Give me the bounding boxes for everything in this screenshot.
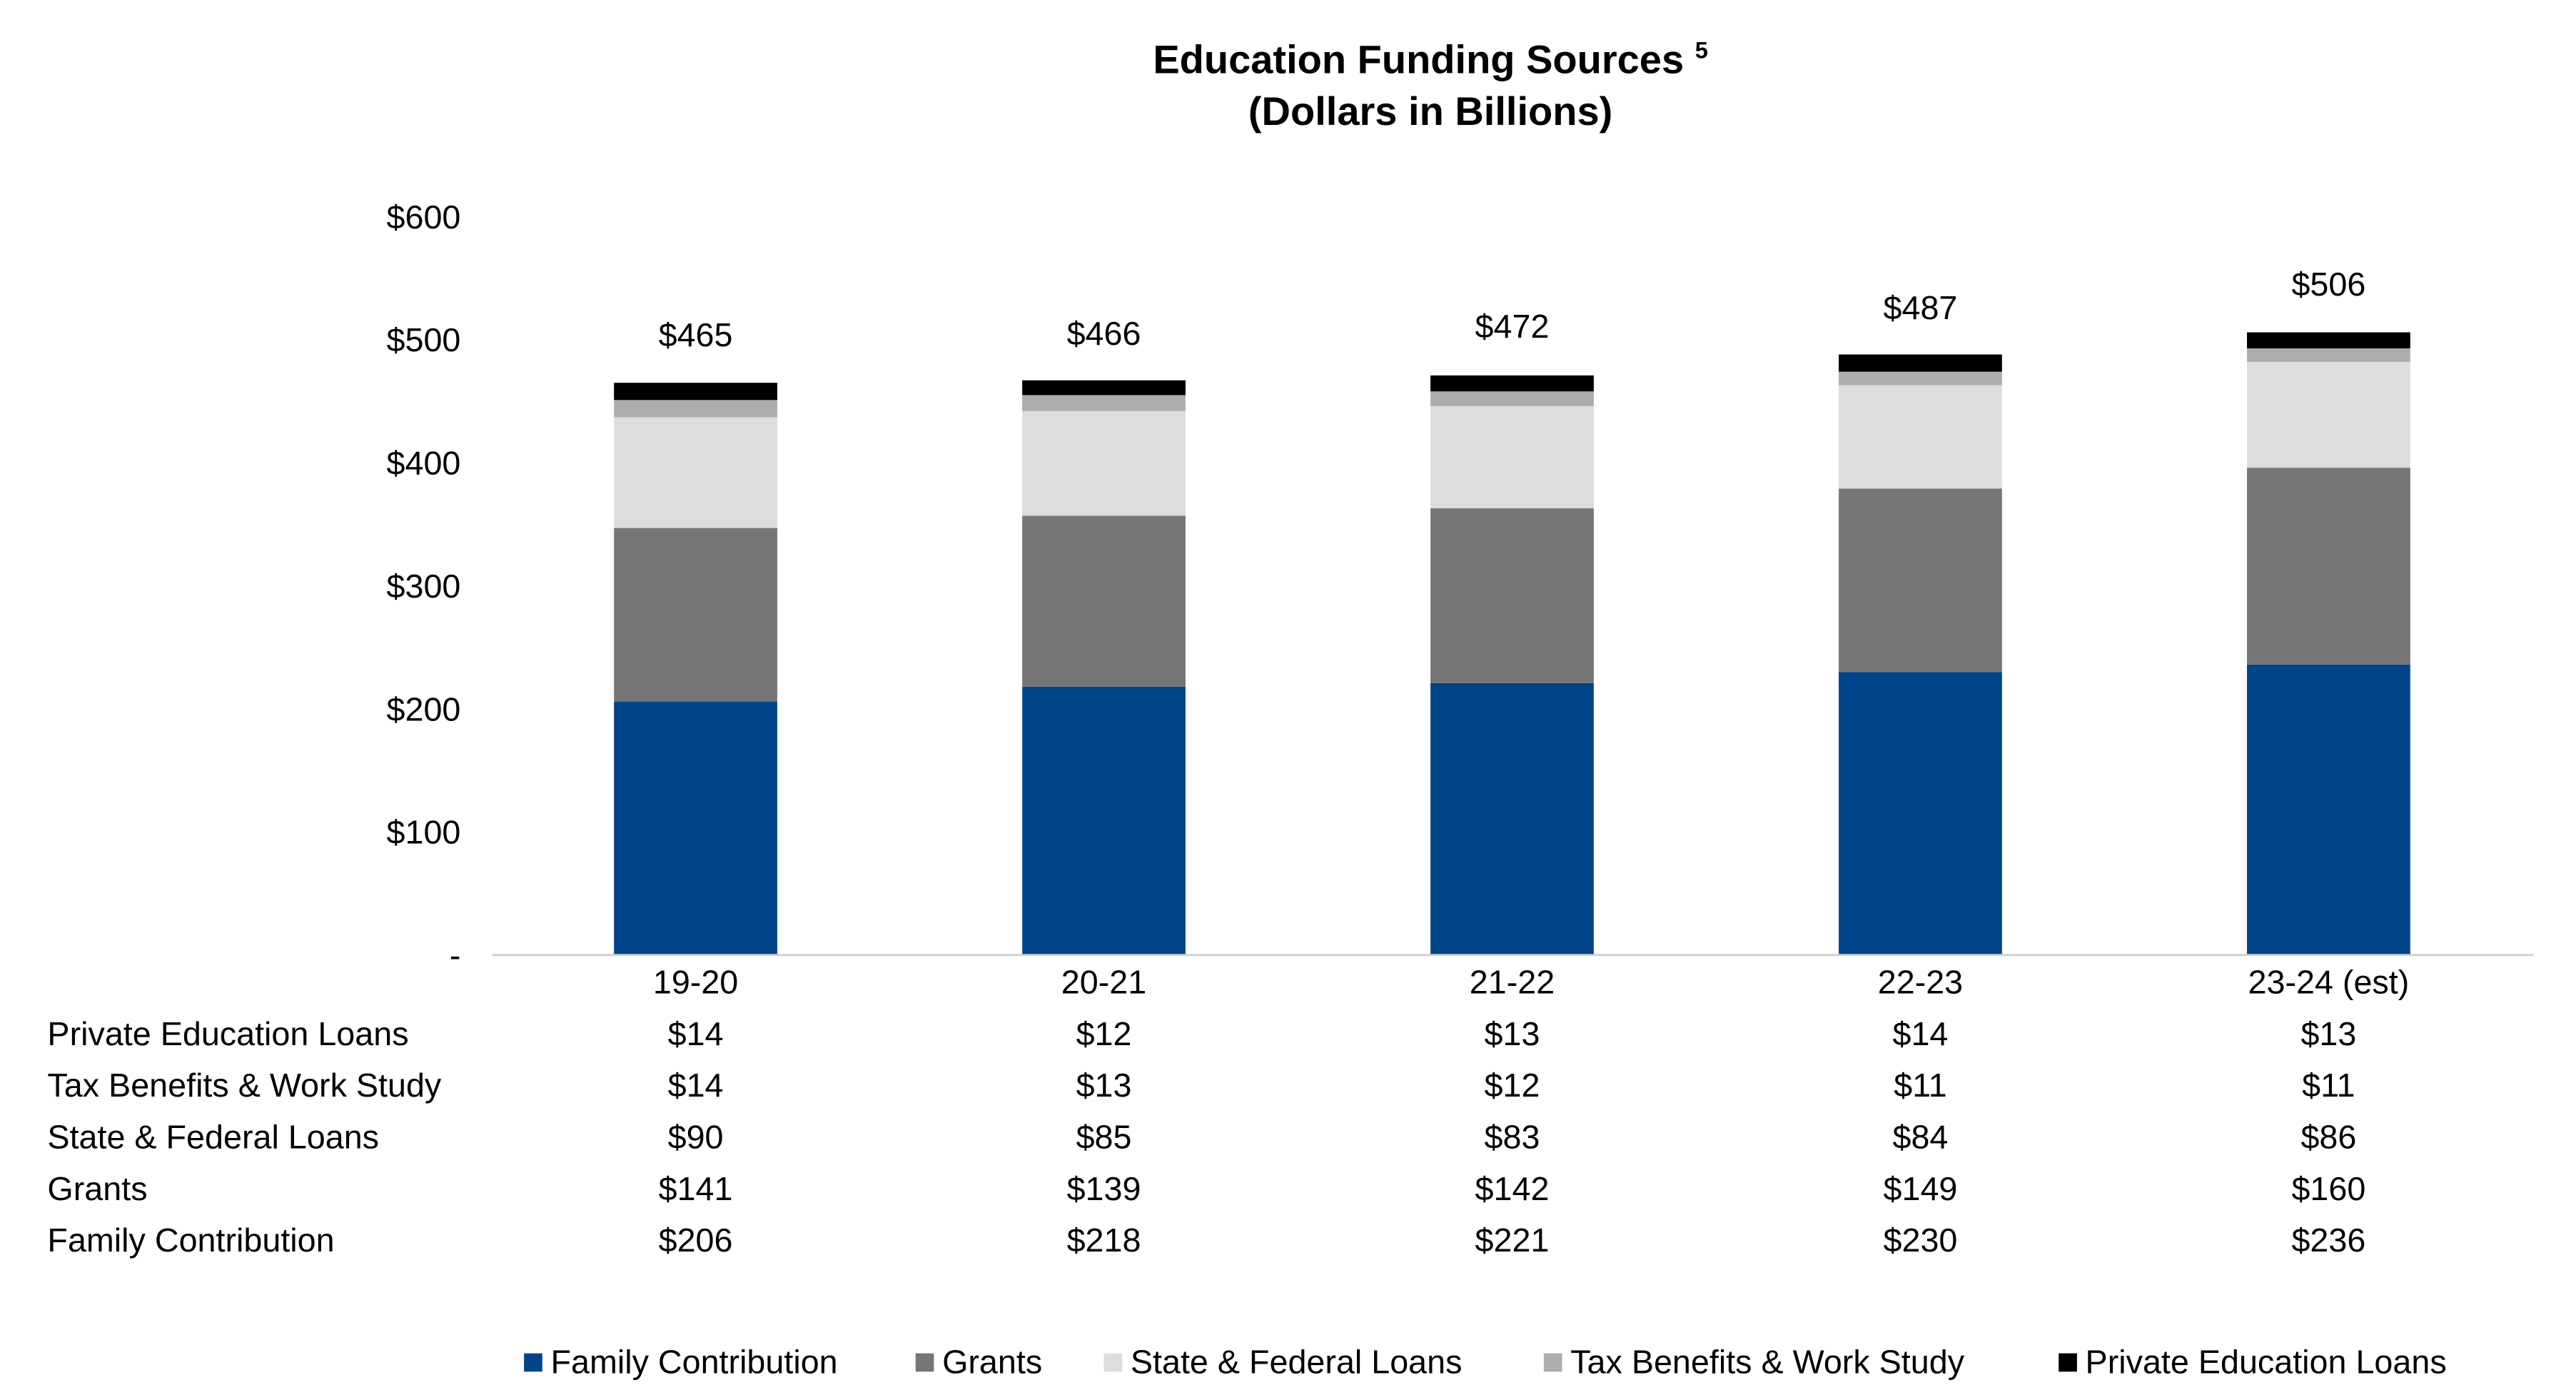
bar-segment-family-contribution xyxy=(1839,672,2002,955)
table-cell: $218 xyxy=(1067,1222,1141,1259)
bar-segment-state-federal-loans xyxy=(1022,411,1186,516)
table-row-label: Private Education Loans xyxy=(47,1015,408,1052)
table-cell: $142 xyxy=(1475,1170,1550,1207)
legend-label: Private Education Loans xyxy=(2086,1344,2447,1381)
bar-segment-tax-benefits-work-study xyxy=(1839,371,2002,386)
bar-segment-family-contribution xyxy=(2247,664,2410,955)
bar-segment-state-federal-loans xyxy=(1430,406,1594,508)
total-label: $506 xyxy=(2291,266,2365,303)
bar-segment-tax-benefits-work-study xyxy=(1430,391,1594,406)
bar-segment-private-education-loans xyxy=(1430,375,1594,392)
table-cell: $13 xyxy=(1485,1015,1540,1052)
table-cell: $12 xyxy=(1485,1067,1540,1104)
data-table: Private Education Loans $14 $12 $13 $14 $13 Ta… xyxy=(47,1015,2365,1259)
table-row-label: Tax Benefits & Work Study xyxy=(47,1067,441,1104)
bar-segment-family-contribution xyxy=(1022,686,1186,955)
table-cell: $221 xyxy=(1475,1222,1550,1259)
table-cell: $11 xyxy=(1894,1067,1946,1104)
y-tick-label: $100 xyxy=(387,814,461,851)
y-tick-label: $400 xyxy=(387,445,461,482)
bar-segment-state-federal-loans xyxy=(2247,361,2410,468)
table-row-label: Family Contribution xyxy=(47,1222,334,1259)
table-cell: $230 xyxy=(1884,1222,1958,1259)
x-axis: 19-20 20-21 21-22 22-23 23-24 (est) xyxy=(653,963,2409,1000)
legend-label: Family Contribution xyxy=(550,1344,837,1381)
table-cell: $206 xyxy=(659,1222,733,1259)
table-cell: $236 xyxy=(2291,1222,2365,1259)
y-tick-label: $300 xyxy=(387,568,461,605)
legend-swatch xyxy=(2059,1353,2077,1372)
legend-label: State & Federal Loans xyxy=(1131,1344,1463,1381)
x-tick-label: 22-23 xyxy=(1878,963,1963,1000)
chart-title: Education Funding Sources 5 xyxy=(1153,37,1708,82)
table-cell: $139 xyxy=(1067,1170,1141,1207)
bar-segment-private-education-loans xyxy=(1022,380,1186,396)
table-cell: $85 xyxy=(1076,1118,1132,1155)
legend-swatch xyxy=(1543,1353,1562,1372)
table-cell: $90 xyxy=(668,1118,724,1155)
legend-label: Tax Benefits & Work Study xyxy=(1570,1344,1964,1381)
bar-segment-grants xyxy=(614,528,777,702)
table-cell: $86 xyxy=(2300,1118,2356,1155)
total-label: $466 xyxy=(1067,315,1141,352)
chart-subtitle: (Dollars in Billions) xyxy=(1248,89,1612,134)
table-cell: $83 xyxy=(1485,1118,1540,1155)
x-tick-label: 19-20 xyxy=(653,963,738,1000)
table-cell: $11 xyxy=(2302,1067,2355,1104)
table-cell: $13 xyxy=(1076,1067,1132,1104)
bar-segment-grants xyxy=(2247,468,2410,665)
table-cell: $84 xyxy=(1893,1118,1949,1155)
bar-segment-private-education-loans xyxy=(1839,354,2002,372)
bar-segment-tax-benefits-work-study xyxy=(2247,348,2410,362)
bar-segment-family-contribution xyxy=(1430,683,1594,955)
legend-swatch xyxy=(915,1353,934,1372)
x-tick-label: 23-24 (est) xyxy=(2248,963,2410,1000)
bar-segment-state-federal-loans xyxy=(614,417,777,528)
table-cell: $141 xyxy=(659,1170,733,1207)
x-tick-label: 21-22 xyxy=(1470,963,1555,1000)
bar-segment-grants xyxy=(1839,488,2002,673)
table-row-label: Grants xyxy=(47,1170,147,1207)
bar-segment-grants xyxy=(1430,508,1594,683)
legend-swatch xyxy=(1103,1353,1123,1372)
y-tick-label: $200 xyxy=(387,690,461,727)
bar-segment-private-education-loans xyxy=(2247,332,2410,348)
x-tick-label: 20-21 xyxy=(1061,963,1146,1000)
y-tick-label: $600 xyxy=(387,198,461,236)
y-axis: - $100 $200 $300 $400 $500 $600 xyxy=(387,198,461,974)
table-cell: $14 xyxy=(668,1015,724,1052)
table-cell: $149 xyxy=(1884,1170,1958,1207)
table-cell: $13 xyxy=(2300,1015,2356,1052)
legend: Family Contribution Grants State & Federal… xyxy=(524,1344,2447,1381)
y-tick-label: $500 xyxy=(387,321,461,358)
bar-segment-tax-benefits-work-study xyxy=(1022,395,1186,411)
bar-segment-tax-benefits-work-study xyxy=(614,400,777,418)
bar-segment-state-federal-loans xyxy=(1839,385,2002,489)
table-cell: $14 xyxy=(668,1067,724,1104)
y-tick-label: - xyxy=(450,937,461,974)
legend-label: Grants xyxy=(942,1344,1042,1381)
total-label: $487 xyxy=(1884,289,1958,326)
bars: $465 $466 $472 $487 $506 xyxy=(614,266,2410,955)
table-cell: $14 xyxy=(1893,1015,1949,1052)
table-cell: $12 xyxy=(1076,1015,1132,1052)
table-cell: $160 xyxy=(2291,1170,2365,1207)
bar-segment-family-contribution xyxy=(614,701,777,955)
total-label: $465 xyxy=(659,316,733,353)
legend-swatch xyxy=(524,1353,542,1372)
bar-segment-grants xyxy=(1022,515,1186,687)
total-label: $472 xyxy=(1475,308,1550,345)
table-row-label: State & Federal Loans xyxy=(47,1118,379,1155)
bar-segment-private-education-loans xyxy=(614,383,777,401)
